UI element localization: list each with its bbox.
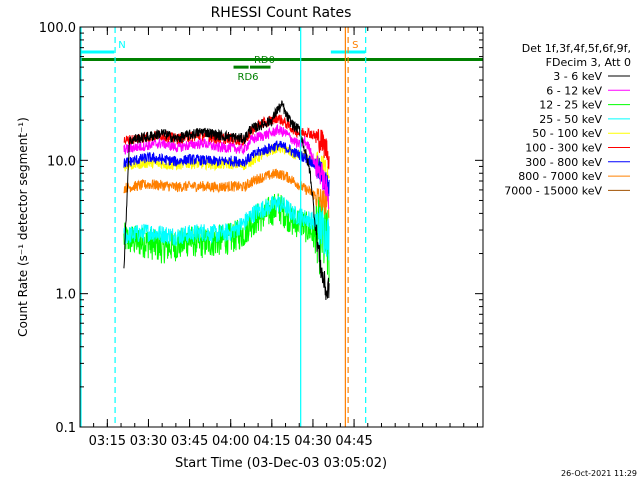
y-tick-label: 10.0: [47, 154, 76, 169]
y-tick-label: 0.1: [55, 421, 76, 436]
legend: Det 1f,3f,4f,5f,6f,9f,FDecim 3, Att 03 -…: [504, 42, 631, 197]
x-tick-label: 04:15: [253, 434, 290, 449]
x-tick-label: 04:45: [335, 434, 372, 449]
legend-header: FDecim 3, Att 0: [546, 56, 631, 69]
segment-label: RD6: [238, 72, 259, 83]
segment-label: RD0: [254, 55, 275, 66]
x-axis-ticks: 03:15 03:30 03:45 04:00 04:15 04:30 04:45: [89, 27, 478, 449]
series-line: [123, 124, 330, 209]
timestamp: 26-Oct-2021 11:29: [561, 469, 637, 478]
legend-label: 7000 - 15000 keV: [504, 184, 602, 197]
legend-label: 300 - 800 keV: [525, 156, 602, 169]
legend-label: 50 - 100 keV: [532, 127, 602, 140]
x-tick-label: 04:00: [212, 434, 249, 449]
y-tick-label: 1.0: [55, 288, 76, 303]
series-line: [123, 140, 330, 197]
series-line: [123, 141, 330, 182]
x-tick-label: 03:15: [89, 434, 126, 449]
legend-header: Det 1f,3f,4f,5f,6f,9f,: [522, 42, 631, 55]
legend-label: 800 - 7000 keV: [518, 170, 602, 183]
segment-label: S: [352, 40, 358, 51]
plot-frame: [79, 26, 484, 428]
series-line: [123, 195, 330, 261]
series-line: [123, 168, 330, 218]
x-tick-label: 03:45: [171, 434, 208, 449]
legend-label: 3 - 6 keV: [553, 70, 602, 83]
status-segments: N S RD0 RD6: [80, 40, 483, 83]
legend-label: 100 - 300 keV: [525, 142, 602, 155]
y-axis-label: Count Rate (s⁻¹ detector segment⁻¹): [16, 117, 30, 337]
y-axis-ticks: 0.1 1.0 10.0 100.0: [39, 21, 483, 436]
vertical-markers: [80, 27, 367, 427]
legend-label: 25 - 50 keV: [539, 113, 602, 126]
x-tick-label: 04:30: [294, 434, 331, 449]
chart-title: RHESSI Count Rates: [211, 5, 352, 21]
chart-traces: [123, 100, 330, 301]
segment-label: N: [118, 40, 125, 51]
y-tick-label: 100.0: [39, 21, 76, 36]
x-axis-label: Start Time (03-Dec-03 03:05:02): [175, 456, 387, 471]
series-line: [123, 100, 330, 301]
x-tick-label: 03:30: [130, 434, 167, 449]
legend-label: 6 - 12 keV: [546, 84, 602, 97]
legend-label: 12 - 25 keV: [539, 99, 602, 112]
